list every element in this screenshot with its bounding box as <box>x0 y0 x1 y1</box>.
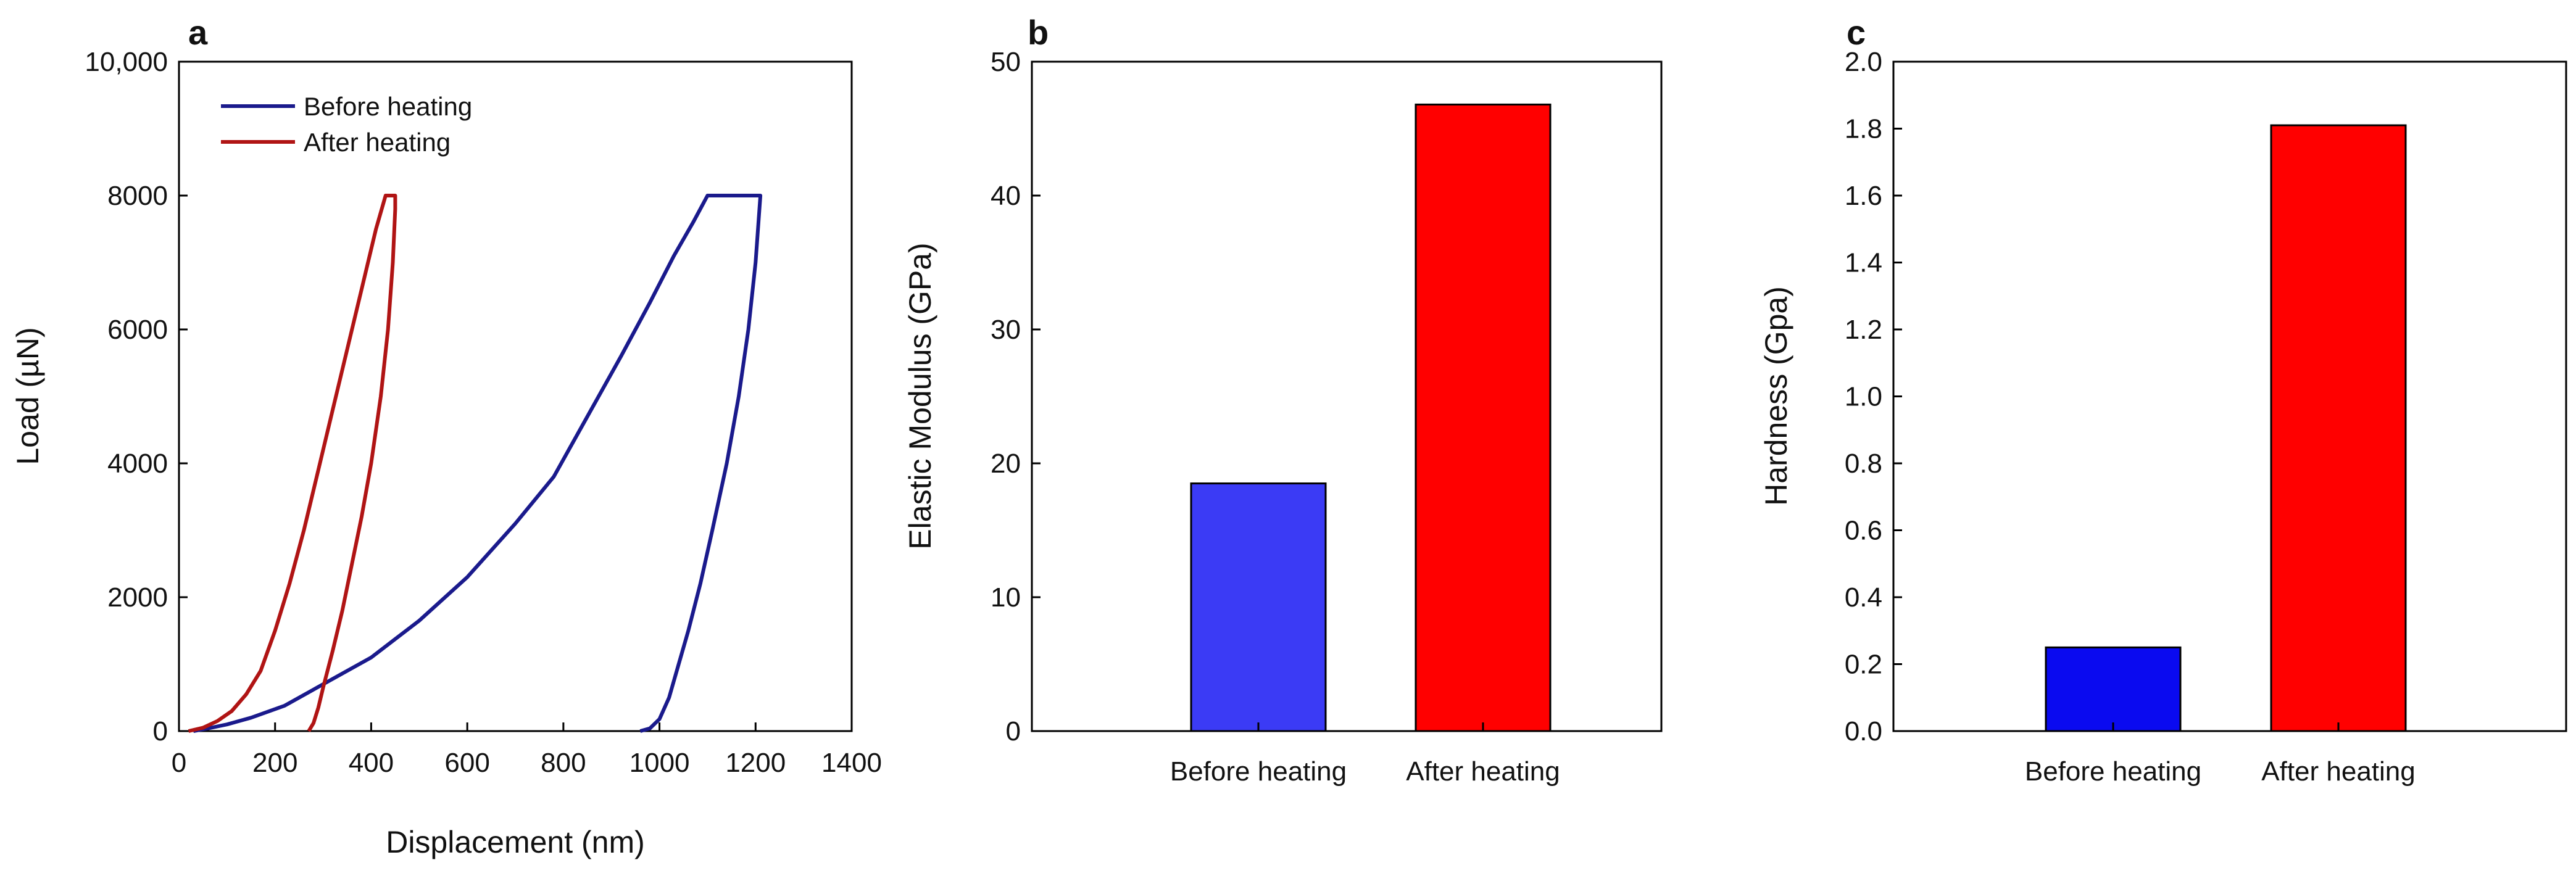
panel-b-y-axis-label: Elastic Modulus (GPa) <box>903 242 937 549</box>
x-tick-label: 600 <box>444 748 489 778</box>
y-tick-label: 0 <box>1006 716 1021 747</box>
y-tick-label: 1.0 <box>1845 382 1882 412</box>
y-tick-label: 20 <box>991 449 1021 479</box>
panel-c-plot-frame <box>1892 60 2567 732</box>
y-tick-label: 10 <box>991 582 1021 613</box>
y-tick-label: 1.4 <box>1845 248 1882 278</box>
series-line-before-heating <box>193 194 763 733</box>
y-tick-label: 8000 <box>107 181 168 211</box>
bar-before-heating <box>1190 482 1327 732</box>
panel-b-chart: b 0 10 20 30 40 50 Before heating After heatin… <box>903 13 1663 787</box>
y-tick-label: 0 <box>153 716 168 747</box>
legend-label-before-heating: Before heating <box>304 92 472 121</box>
series-line-after-heating <box>188 194 397 733</box>
y-tick-label: 2.0 <box>1845 47 1882 77</box>
y-tick-label: 0.0 <box>1845 716 1882 747</box>
panel-c-bars <box>2045 124 2407 732</box>
x-tick-label: 1000 <box>629 748 690 778</box>
y-tick-label: 50 <box>991 47 1021 77</box>
panel-a-legend: Before heating After heating <box>221 92 472 157</box>
panel-c-letter: c <box>1847 13 1866 52</box>
y-tick-label: 2000 <box>107 582 168 613</box>
y-tick-label: 4000 <box>107 449 168 479</box>
y-tick-label: 0.2 <box>1845 650 1882 680</box>
y-tick-label: 0.8 <box>1845 449 1882 479</box>
panel-b-x-axis: Before heating After heating <box>1170 722 1560 787</box>
panel-c-y-axis: 0.0 0.2 0.4 0.6 0.8 1.0 1.2 1.4 1.6 1.8 2.0 <box>1845 47 1902 747</box>
x-category-label: Before heating <box>2025 756 2201 787</box>
panel-a-y-axis: 0 2000 4000 6000 8000 10,000 <box>85 47 188 747</box>
panel-a-chart: a 0 2000 4000 6000 8000 10,000 0 200 400 600 800 1… <box>10 13 882 859</box>
bar-before-heating <box>2045 646 2182 732</box>
y-tick-label: 30 <box>991 315 1021 345</box>
panel-b-bars <box>1190 103 1552 732</box>
panel-a-x-axis-label: Displacement (nm) <box>386 825 645 859</box>
bar-after-heating <box>1415 103 1552 732</box>
x-category-label: After heating <box>2261 756 2416 787</box>
y-tick-label: 1.6 <box>1845 181 1882 211</box>
x-tick-label: 400 <box>349 748 394 778</box>
panel-b-y-axis: 0 10 20 30 40 50 <box>991 47 1041 747</box>
y-tick-label: 0.4 <box>1845 582 1882 613</box>
x-tick-label: 800 <box>541 748 586 778</box>
legend-label-after-heating: After heating <box>304 128 451 157</box>
x-category-label: Before heating <box>1170 756 1347 787</box>
y-tick-label: 1.8 <box>1845 114 1882 144</box>
panel-a-y-axis-label: Load (µN) <box>10 327 45 465</box>
x-tick-label: 1400 <box>821 748 882 778</box>
x-tick-label: 0 <box>172 748 186 778</box>
panel-b-letter: b <box>1028 13 1049 52</box>
y-tick-label: 0.6 <box>1845 516 1882 546</box>
panel-b-plot-frame <box>1031 60 1663 732</box>
bar-after-heating <box>2270 124 2407 732</box>
x-tick-label: 1200 <box>725 748 786 778</box>
panel-a-plot-frame <box>178 60 853 732</box>
y-tick-label: 1.2 <box>1845 315 1882 345</box>
y-tick-label: 6000 <box>107 315 168 345</box>
y-tick-label: 40 <box>991 181 1021 211</box>
panel-c-x-axis: Before heating After heating <box>2025 722 2416 787</box>
panel-a-series <box>188 194 763 733</box>
y-tick-label: 10,000 <box>85 47 168 77</box>
panel-c-chart: c 0.0 0.2 0.4 0.6 0.8 1.0 1.2 1.4 1.6 1.8 2.0 Befo… <box>1759 13 2567 787</box>
panel-c-y-axis-label: Hardness (Gpa) <box>1759 286 1793 506</box>
x-tick-label: 200 <box>252 748 297 778</box>
panel-a-x-axis: 0 200 400 600 800 1000 1200 1400 <box>172 722 882 778</box>
x-category-label: After heating <box>1406 756 1560 787</box>
panel-a-letter: a <box>188 13 208 52</box>
